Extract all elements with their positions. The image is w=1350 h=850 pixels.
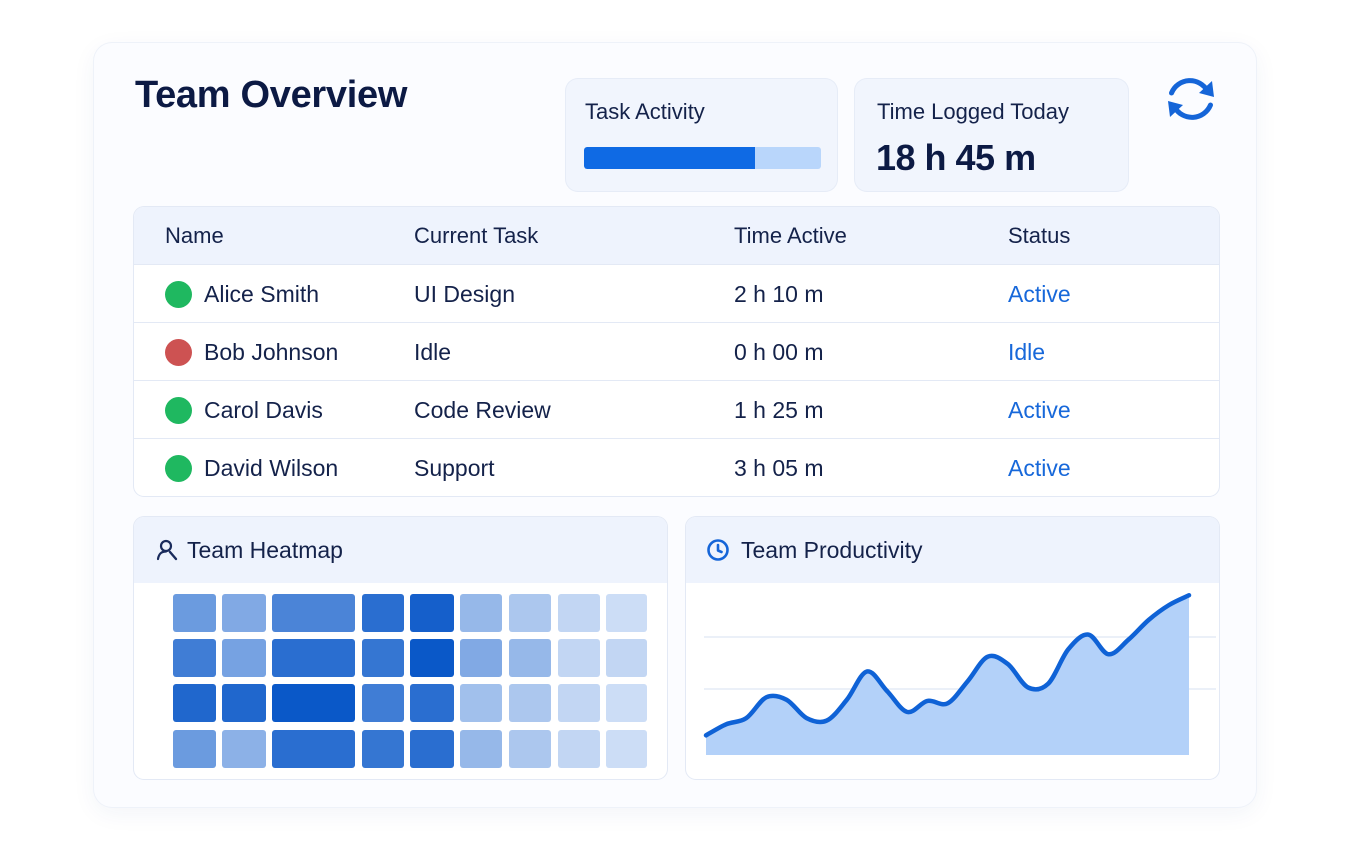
table-row[interactable]: David Wilson Support 3 h 05 m Active [134, 438, 1219, 496]
heatmap-cell [362, 684, 404, 722]
heatmap-cell [362, 730, 404, 768]
heatmap-title: Team Heatmap [187, 537, 343, 563]
time-active: 3 h 05 m [734, 455, 824, 481]
time-active: 2 h 10 m [734, 281, 824, 307]
status-badge: Active [1008, 281, 1071, 307]
heatmap-cell [509, 684, 551, 722]
status-badge: Active [1008, 455, 1071, 481]
member-name: Carol Davis [204, 397, 323, 423]
heatmap-cell [410, 684, 454, 722]
heatmap-cell [558, 594, 600, 632]
task-activity-label: Task Activity [585, 99, 705, 124]
heatmap-cell [362, 594, 404, 632]
heatmap-cell [222, 684, 266, 722]
status-badge: Idle [1008, 339, 1046, 365]
table-row[interactable]: Alice Smith UI Design 2 h 10 m Active [134, 264, 1219, 322]
heatmap-cell [460, 594, 502, 632]
productivity-chart [703, 593, 1216, 755]
heatmap-cell [410, 730, 454, 768]
heatmap-cell [272, 730, 355, 768]
heatmap-header: Team Heatmap [134, 517, 667, 583]
clock-icon [706, 538, 730, 562]
time-active: 1 h 25 m [734, 397, 824, 423]
heatmap-cell [222, 639, 266, 677]
current-task: Support [414, 455, 495, 481]
column-header-name: Name [165, 223, 224, 248]
productivity-line [703, 593, 1192, 738]
heatmap-cell [606, 730, 647, 768]
time-logged-label: Time Logged Today [877, 99, 1070, 124]
page-title: Team Overview [135, 74, 408, 116]
heatmap-cell [509, 639, 551, 677]
status-dot [165, 397, 192, 424]
task-activity-bar-fill [584, 147, 755, 169]
heatmap-cell [173, 684, 216, 722]
productivity-title: Team Productivity [741, 537, 923, 563]
heatmap-cell [410, 594, 454, 632]
heatmap-cell [558, 639, 600, 677]
status-dot [165, 339, 192, 366]
current-task: Idle [414, 339, 452, 365]
heatmap-cell [362, 639, 404, 677]
heatmap-cell [460, 639, 502, 677]
time-logged-value: 18 h 45 m [876, 137, 1036, 178]
heatmap-cell [173, 639, 216, 677]
user-search-icon [156, 538, 180, 562]
column-header-time-active: Time Active [734, 223, 847, 248]
table-header: Name Current Task Time Active Status [134, 207, 1219, 264]
productivity-header: Team Productivity [686, 517, 1219, 583]
heatmap-cell [410, 639, 454, 677]
heatmap-cell [606, 594, 647, 632]
current-task: Code Review [414, 397, 551, 423]
heatmap-cell [558, 730, 600, 768]
status-badge: Active [1008, 397, 1071, 423]
column-header-current-task: Current Task [414, 223, 539, 248]
current-task: UI Design [414, 281, 515, 307]
refresh-icon[interactable] [1163, 71, 1219, 127]
time-active: 0 h 00 m [734, 339, 824, 365]
member-name: David Wilson [204, 455, 339, 481]
team-productivity-panel: Team Productivity [686, 517, 1219, 779]
task-activity-bar [584, 147, 821, 169]
heatmap-cell [606, 684, 647, 722]
status-dot [165, 281, 192, 308]
heatmap-cell [558, 684, 600, 722]
heatmap-cell [606, 639, 647, 677]
heatmap-cell [272, 594, 355, 632]
time-logged-card: Time Logged Today 18 h 45 m [855, 79, 1128, 191]
heatmap-cell [173, 594, 216, 632]
table-row[interactable]: Carol Davis Code Review 1 h 25 m Active [134, 380, 1219, 438]
heatmap-cell [272, 684, 355, 722]
task-activity-card: Task Activity [566, 79, 837, 191]
heatmap-cell [222, 594, 266, 632]
heatmap-cell [509, 594, 551, 632]
team-table: Name Current Task Time Active Status Ali… [134, 207, 1219, 496]
heatmap-cell [272, 639, 355, 677]
heatmap-cell [173, 730, 216, 768]
table-row[interactable]: Bob Johnson Idle 0 h 00 m Idle [134, 322, 1219, 380]
heatmap-cell [460, 730, 502, 768]
team-heatmap-panel: Team Heatmap [134, 517, 667, 779]
productivity-area [706, 595, 1189, 755]
status-dot [165, 455, 192, 482]
heatmap-cell [460, 684, 502, 722]
heatmap-cell [509, 730, 551, 768]
member-name: Alice Smith [204, 281, 320, 307]
column-header-status: Status [1008, 223, 1071, 248]
member-name: Bob Johnson [204, 339, 339, 365]
heatmap-cell [222, 730, 266, 768]
